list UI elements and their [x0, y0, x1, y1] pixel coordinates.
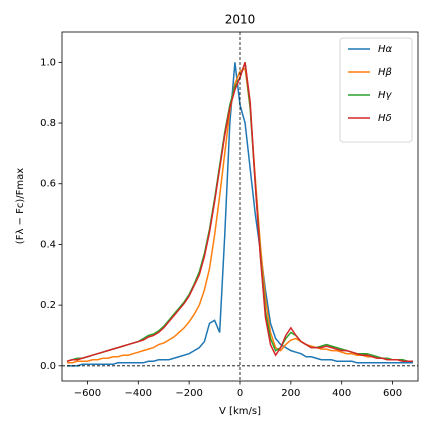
legend-label: Hα — [378, 44, 393, 55]
y-axis-label: (Fλ − Fc)/Fmax — [15, 168, 26, 244]
y-tick-label: 0.2 — [40, 300, 56, 311]
x-axis-label: V [km/s] — [219, 406, 261, 417]
axes-frame — [61, 31, 419, 382]
legend-label: Hδ — [378, 113, 392, 124]
x-tick-label: 400 — [332, 388, 351, 399]
y-tick-label: 1.0 — [40, 57, 56, 68]
series-line — [67, 67, 413, 364]
y-tick-label: 0.0 — [40, 361, 56, 372]
x-tick-label: −600 — [74, 388, 101, 399]
x-tick-label: −400 — [125, 388, 152, 399]
legend-label: Hβ — [378, 67, 393, 78]
legend: Hα Hβ Hγ Hδ — [339, 37, 413, 143]
chart-title: 2010 — [225, 13, 256, 27]
y-tick-label: 0.8 — [40, 118, 56, 129]
legend-label: Hγ — [378, 90, 393, 101]
x-tick-label: 600 — [383, 388, 402, 399]
x-tick-label: 0 — [237, 388, 243, 399]
y-tick-label: 0.4 — [40, 239, 56, 250]
y-tick-label: 0.6 — [40, 179, 56, 190]
x-tick-label: −200 — [175, 388, 202, 399]
x-tick-label: 200 — [281, 388, 300, 399]
legend-box — [339, 37, 413, 143]
